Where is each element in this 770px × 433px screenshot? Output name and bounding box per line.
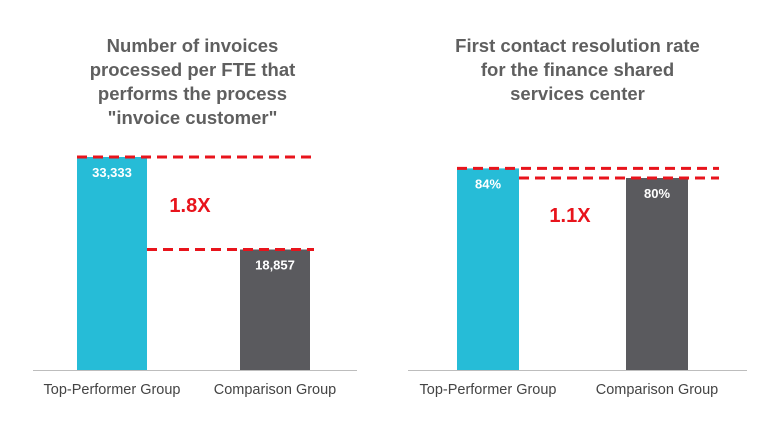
multiplier-label: 1.1X bbox=[549, 205, 591, 227]
category-label: Comparison Group bbox=[596, 382, 719, 398]
chart-title-line: Number of invoices bbox=[106, 35, 279, 56]
chart-title-line: processed per FTE that bbox=[89, 59, 296, 80]
bar-chart-resolution: 84% Top-Performer Group 80% Comparison Grou… bbox=[408, 166, 747, 398]
bar-data-label: 84% bbox=[475, 176, 501, 191]
chart-title: Number of invoices processed per FTE tha… bbox=[0, 34, 385, 130]
category-label: Top-Performer Group bbox=[420, 382, 557, 398]
chart-title-line: services center bbox=[510, 83, 645, 104]
chart-title-line: performs the process bbox=[97, 83, 288, 104]
bar-comparison bbox=[626, 178, 688, 370]
multiplier-label: 1.8X bbox=[169, 195, 211, 217]
chart-title-line: for the finance shared bbox=[480, 59, 675, 80]
category-label: Top-Performer Group bbox=[44, 382, 181, 398]
bar-comparison bbox=[240, 249, 310, 370]
chart-panel-resolution: First contact resolution rate for the fi… bbox=[385, 0, 770, 433]
bar-data-label: 80% bbox=[644, 186, 670, 201]
category-label: Comparison Group bbox=[214, 382, 337, 398]
bar-data-label: 18,857 bbox=[255, 258, 295, 273]
chart-panel-invoices: Number of invoices processed per FTE tha… bbox=[0, 34, 385, 398]
bar-chart-invoices: 33,333 Top-Performer Group 18,857 Compariso… bbox=[33, 155, 357, 398]
chart-title-line: First contact resolution rate bbox=[455, 35, 700, 56]
chart-title: First contact resolution rate for the fi… bbox=[385, 34, 770, 106]
bar-top-performer bbox=[77, 157, 147, 370]
bar-data-label: 33,333 bbox=[92, 165, 132, 180]
bar-top-performer bbox=[457, 168, 519, 370]
chart-title-line: "invoice customer" bbox=[107, 107, 278, 128]
